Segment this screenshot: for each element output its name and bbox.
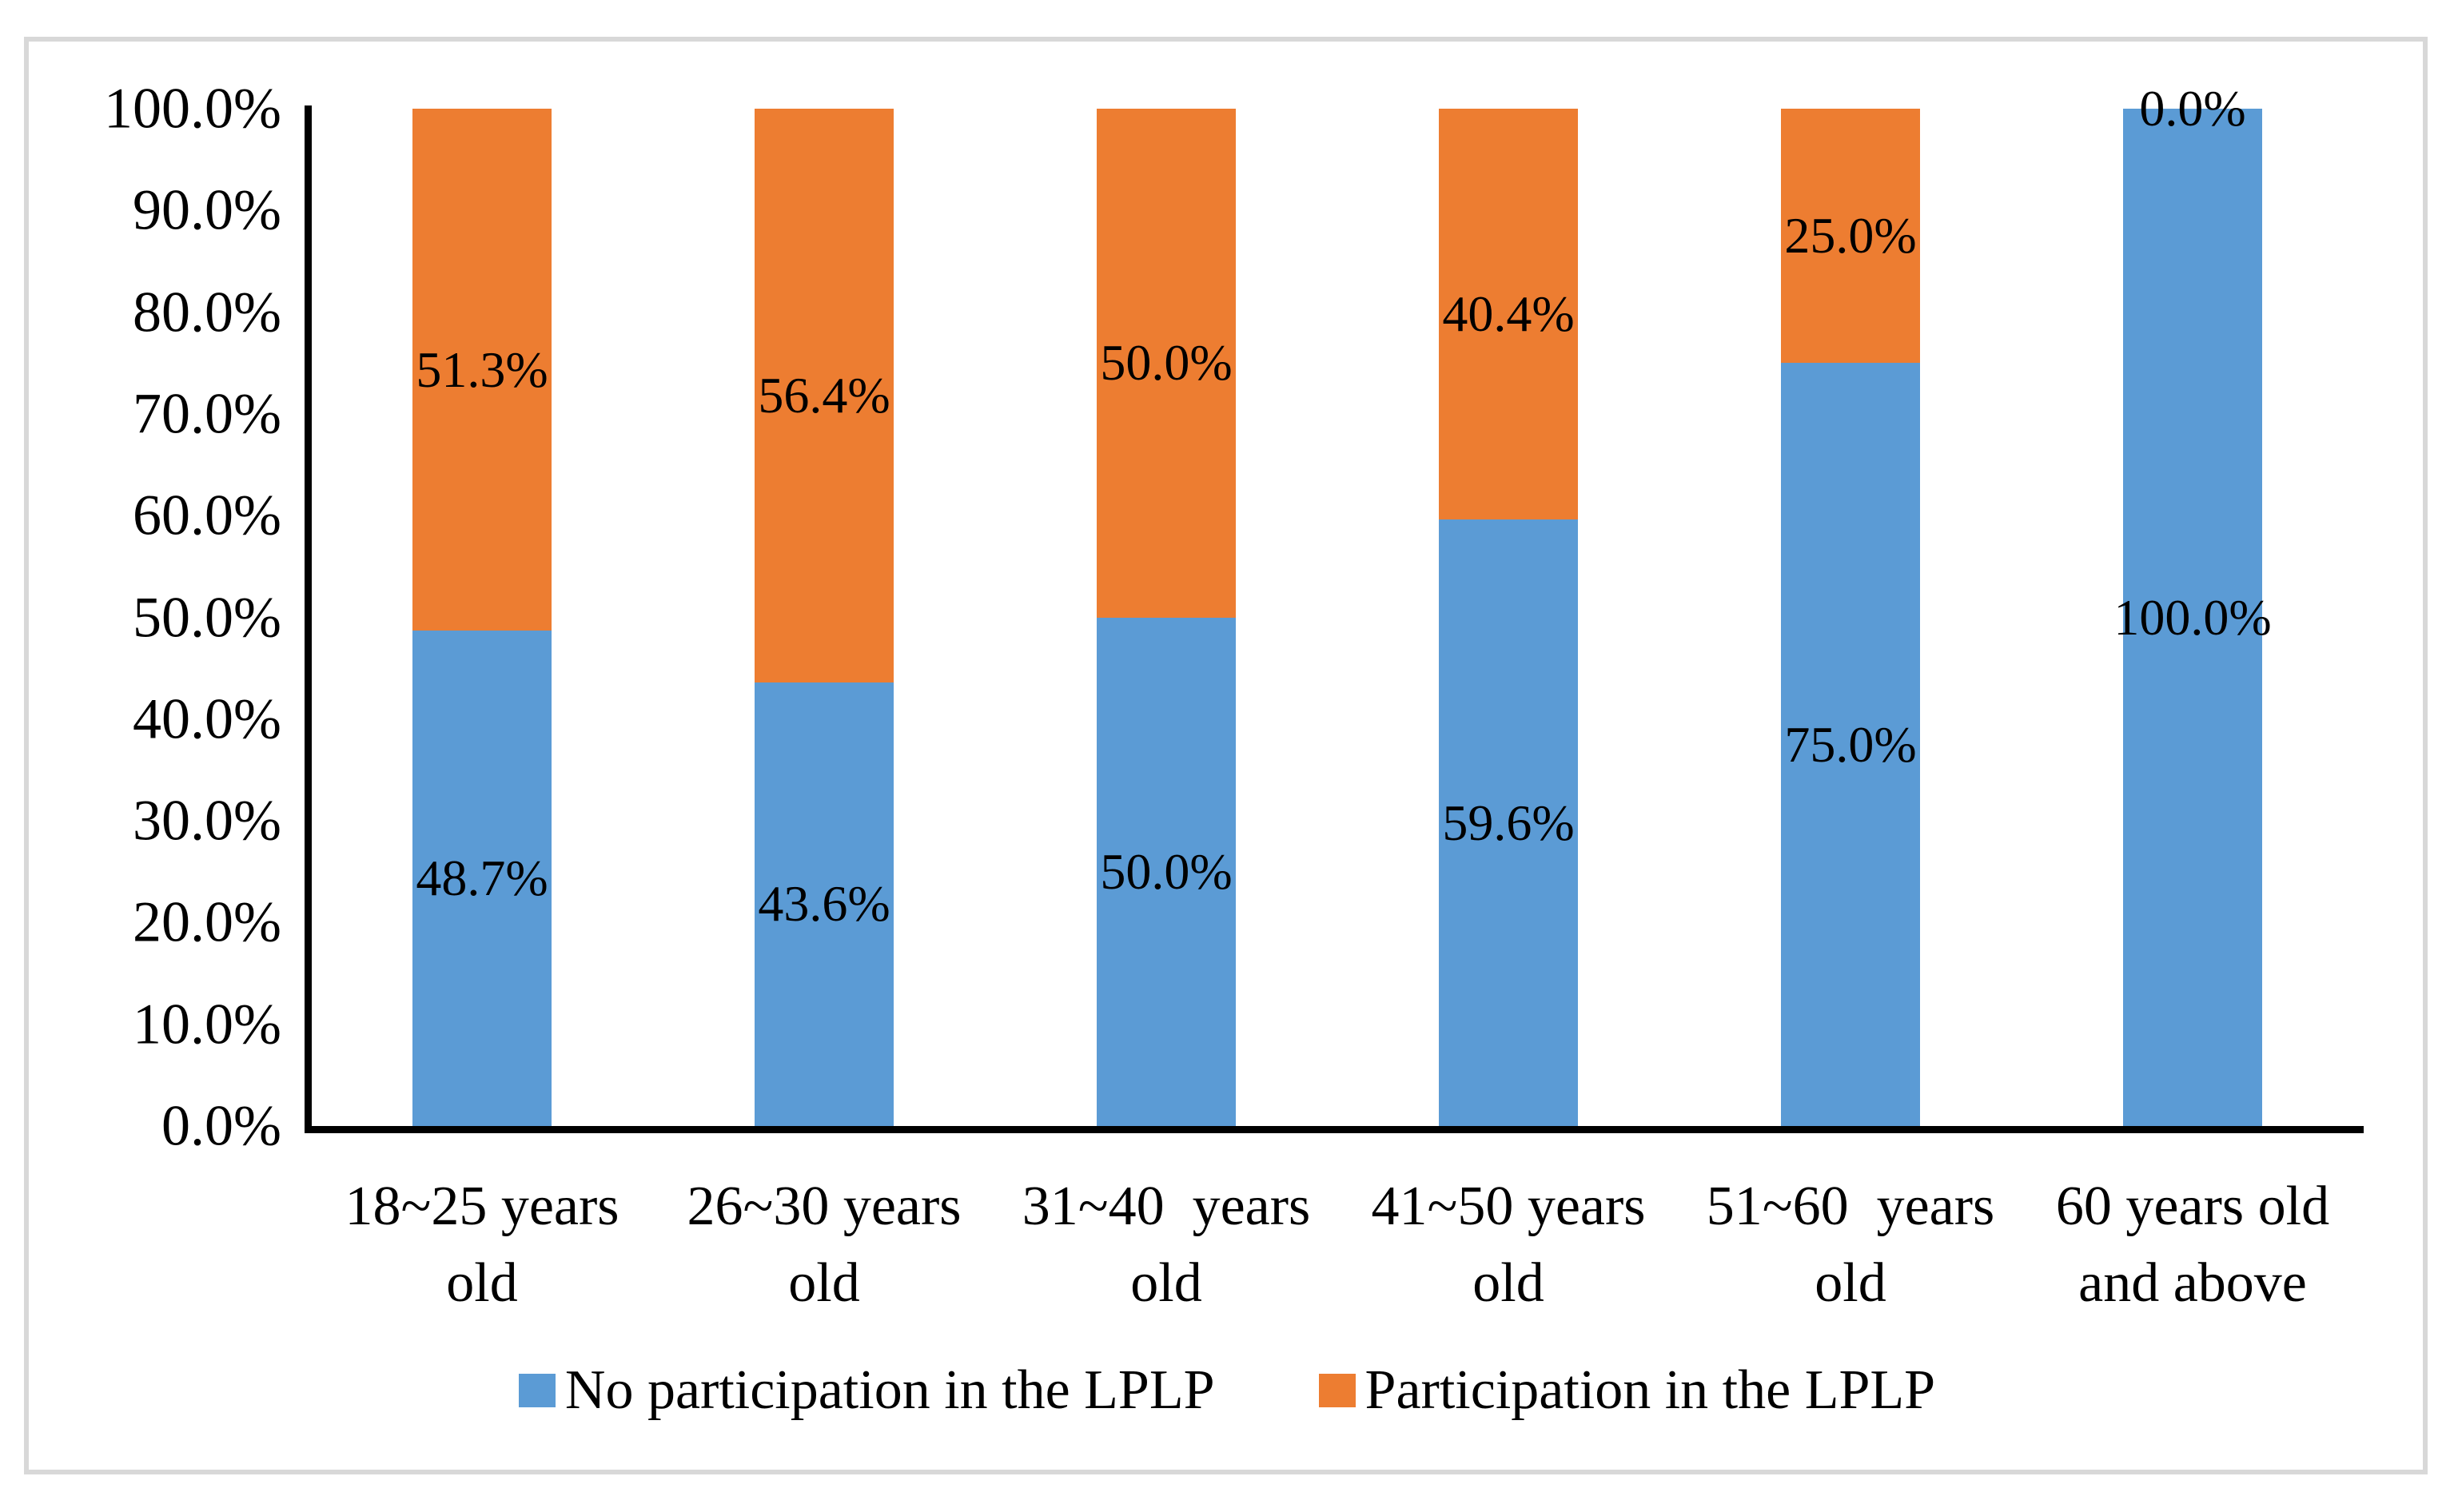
bar-segment <box>1781 363 1920 1126</box>
bar-segment <box>1097 617 1236 1126</box>
y-axis-tick-label: 70.0% <box>133 381 281 446</box>
bar-data-label: 51.3% <box>416 340 548 398</box>
bar-segment <box>755 682 894 1126</box>
legend-item-label: No participation in the LPLP <box>564 1359 1215 1421</box>
legend-swatch-icon <box>518 1374 556 1407</box>
bar-data-label: 50.0% <box>1100 842 1233 900</box>
bar-data-label: 75.0% <box>1784 715 1917 773</box>
bar-segment <box>2123 109 2262 1126</box>
x-axis-category-label: 18~25 years old <box>345 1176 619 1314</box>
legend-item: No participation in the LPLP <box>518 1359 1215 1422</box>
x-axis-category-label: 26~30 years old <box>687 1176 962 1314</box>
bar-segment <box>1097 109 1236 618</box>
bar-data-label: 59.6% <box>1442 794 1575 851</box>
x-axis-line <box>305 1126 2364 1133</box>
bar-data-label: 48.7% <box>416 850 548 907</box>
bar-data-label: 50.0% <box>1100 334 1233 392</box>
y-axis-tick-label: 0.0% <box>161 1093 281 1158</box>
bar-data-label: 56.4% <box>758 366 890 424</box>
legend-item: Participation in the LPLP <box>1318 1359 1936 1422</box>
legend: No participation in the LPLP Participatio… <box>0 1359 2454 1422</box>
y-axis-line <box>305 105 312 1133</box>
y-axis-tick-label: 40.0% <box>133 686 281 751</box>
bar-segment <box>755 109 894 682</box>
bar-data-label: 43.6% <box>758 875 890 933</box>
y-axis-tick-label: 60.0% <box>133 483 281 547</box>
y-axis-tick-label: 10.0% <box>133 992 281 1056</box>
bar-segment <box>412 631 552 1126</box>
y-axis-tick-label: 100.0% <box>104 76 281 141</box>
x-axis-category-label: 31~40 years old <box>1022 1176 1311 1314</box>
bar-data-label: 25.0% <box>1784 207 1917 265</box>
y-axis-tick-label: 50.0% <box>133 585 281 649</box>
bar-segment <box>1781 109 1920 364</box>
bar-segment <box>1439 109 1578 520</box>
y-axis-tick-label: 90.0% <box>133 177 281 242</box>
legend-item-label: Participation in the LPLP <box>1364 1359 1936 1421</box>
legend-swatch-icon <box>1318 1374 1356 1407</box>
y-axis-tick-label: 30.0% <box>133 788 281 853</box>
x-axis-category-label: 60 years old and above <box>2055 1176 2330 1314</box>
bar-data-label: 100.0% <box>2113 588 2272 646</box>
x-axis-category-label: 51~60 years old <box>1706 1176 1995 1314</box>
bar-segment <box>1439 519 1578 1126</box>
bar-data-label: 0.0% <box>2139 80 2246 137</box>
x-axis-category-label: 41~50 years old <box>1371 1176 1646 1314</box>
bar-data-label: 40.4% <box>1442 285 1575 343</box>
bar-segment <box>412 109 552 631</box>
y-axis-tick-label: 20.0% <box>133 889 281 954</box>
y-axis-tick-label: 80.0% <box>133 280 281 344</box>
